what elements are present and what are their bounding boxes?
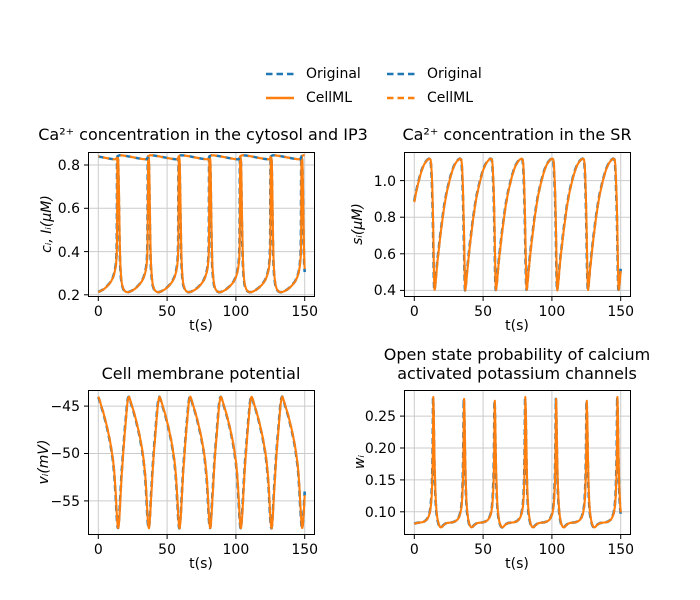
title-potassium: Open state probability of calcium activa… xyxy=(383,345,651,383)
series-line-potassium-cellml-wi xyxy=(413,395,622,529)
y-tick-label: 0.8 xyxy=(373,210,396,227)
legend-label: CellML xyxy=(427,90,474,106)
legend-line-sample-cellml xyxy=(387,96,415,100)
xlabel-cytosol: t(s) xyxy=(189,318,213,334)
x-tick-label: 0 xyxy=(409,304,419,320)
series-line-cytosol-cellml-Ii xyxy=(97,154,306,161)
subplot-cytosol xyxy=(84,152,315,301)
x-tick-label: 0 xyxy=(409,542,419,558)
y-tick-label: 0.4 xyxy=(373,283,396,300)
legend-item-original: Original xyxy=(386,66,482,82)
x-tick-label: 150 xyxy=(291,542,319,558)
x-tick-label: 0 xyxy=(93,542,103,558)
legend-item-cellml: CellML xyxy=(265,90,361,106)
title-sr: Ca²⁺ concentration in the SR xyxy=(402,125,632,144)
x-tick-label: 150 xyxy=(607,304,635,320)
x-tick-label: 150 xyxy=(291,304,319,320)
y-tick-label: −45 xyxy=(50,399,80,416)
series-line-cytosol-original-Ii xyxy=(97,153,306,161)
series-line-membrane-cellml-vi xyxy=(97,395,306,530)
y-tick-label: −50 xyxy=(50,446,80,463)
y-tick-label: −55 xyxy=(50,493,80,510)
x-tick-label: 100 xyxy=(222,304,250,320)
x-tick-label: 50 xyxy=(158,304,177,320)
legend-line-sample-original xyxy=(387,72,415,76)
title-cytosol: Ca²⁺ concentration in the cytosol and IP… xyxy=(38,125,368,144)
subplot-potassium xyxy=(400,390,631,539)
x-tick-label: 50 xyxy=(474,304,493,320)
y-tick-label: 0.15 xyxy=(364,472,396,489)
legend-line-sample-cellml xyxy=(266,96,294,100)
x-tick-label: 100 xyxy=(538,542,566,558)
x-tick-label: 50 xyxy=(158,542,177,558)
legend-label: CellML xyxy=(306,90,353,106)
ylabel-sr: sᵢ(μM) xyxy=(350,203,366,245)
legend-item-original: Original xyxy=(265,66,361,82)
y-tick-label: 1.0 xyxy=(373,173,396,190)
legend-line-sample-original xyxy=(266,72,294,76)
y-tick-label: 0.6 xyxy=(373,246,396,263)
series-line-cytosol-cellml-ci xyxy=(97,156,306,294)
xlabel-sr: t(s) xyxy=(505,318,529,334)
legend-solid-group: Original CellML xyxy=(265,66,361,106)
x-tick-label: 100 xyxy=(538,304,566,320)
axes-frame xyxy=(404,152,631,297)
legend-dashed-group: Original CellML xyxy=(386,66,482,106)
y-tick-label: 0.25 xyxy=(364,409,396,426)
y-tick-label: 0.2 xyxy=(57,287,80,304)
y-tick-label: 0.20 xyxy=(364,441,396,458)
subplot-sr xyxy=(400,152,631,301)
legend-label: Original xyxy=(306,66,361,82)
y-tick-label: 0.6 xyxy=(57,201,80,218)
y-tick-label: 0.10 xyxy=(364,504,396,521)
xlabel-potassium: t(s) xyxy=(505,556,529,572)
legend-item-cellml: CellML xyxy=(386,90,482,106)
legend-label: Original xyxy=(427,66,482,82)
y-tick-label: 0.4 xyxy=(57,244,80,261)
axes-frame xyxy=(404,390,631,535)
y-tick-label: 0.8 xyxy=(57,157,80,174)
ylabel-cytosol: cᵢ, Iᵢ(μM) xyxy=(39,195,55,253)
title-membrane: Cell membrane potential xyxy=(101,364,301,383)
xlabel-membrane: t(s) xyxy=(189,556,213,572)
subplot-membrane xyxy=(84,390,315,539)
x-tick-label: 50 xyxy=(474,542,493,558)
axes-frame xyxy=(88,152,315,297)
x-tick-label: 150 xyxy=(607,542,635,558)
x-tick-label: 0 xyxy=(93,304,103,320)
series-line-sr-cellml-si xyxy=(413,157,622,292)
x-tick-label: 100 xyxy=(222,542,250,558)
ylabel-potassium: wᵢ xyxy=(352,455,368,469)
axes-frame xyxy=(88,390,315,535)
